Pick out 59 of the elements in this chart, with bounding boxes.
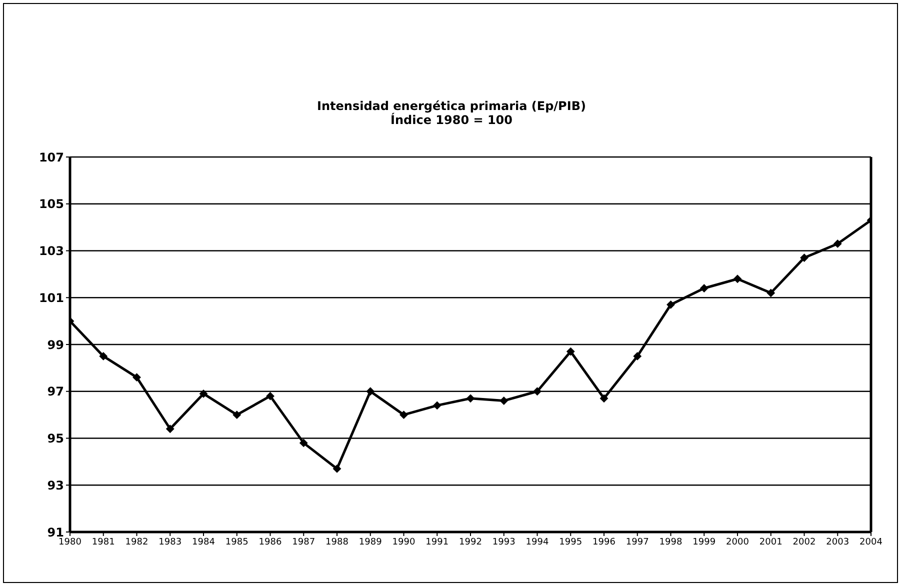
x-tick-label: 1984	[192, 537, 216, 548]
x-tick-label: 1995	[559, 537, 582, 548]
point	[600, 394, 608, 402]
x-tick-label: 1989	[358, 537, 382, 548]
y-tick-label: 97	[47, 384, 64, 399]
y-tick-label: 91	[47, 525, 64, 540]
x-tick-label: 1988	[326, 537, 349, 548]
x-tick-label: 2004	[860, 537, 883, 548]
y-tick-label: 93	[47, 478, 64, 492]
y-tick-label: 105	[38, 197, 64, 212]
x-tick-label: 1981	[92, 537, 115, 548]
x-tick-label: 1999	[692, 537, 716, 548]
point	[700, 284, 708, 292]
point	[666, 300, 675, 309]
point	[633, 352, 642, 360]
x-tick-label: 1980	[58, 537, 82, 548]
point	[834, 240, 842, 248]
point	[734, 274, 742, 283]
x-tick-label: 2003	[826, 537, 850, 548]
point	[200, 390, 208, 398]
y-tick-label: 103	[38, 244, 64, 258]
point	[433, 401, 442, 410]
point	[800, 254, 808, 262]
x-tick-label: 1987	[292, 537, 316, 548]
x-tick-label: 1992	[459, 537, 482, 548]
point	[533, 387, 542, 396]
x-tick-label: 1997	[626, 537, 649, 548]
point	[300, 438, 308, 447]
x-tick-label: 1982	[125, 537, 148, 548]
x-tick-label: 1998	[659, 537, 682, 548]
point	[166, 424, 174, 433]
x-tick-label: 2001	[759, 537, 782, 548]
x-tick-label: 1986	[258, 537, 282, 548]
point	[566, 348, 575, 356]
point	[266, 392, 274, 400]
point	[366, 387, 374, 396]
point	[466, 394, 474, 402]
y-tick-label: 95	[47, 432, 64, 446]
x-tick-label: 1983	[158, 537, 182, 548]
x-tick-label: 1996	[592, 537, 616, 548]
point	[99, 352, 108, 360]
point	[333, 464, 341, 473]
point	[766, 288, 775, 297]
point	[232, 410, 241, 419]
x-tick-label: 1994	[526, 537, 549, 548]
y-tick-label: 107	[38, 150, 64, 164]
chart-subtitle: Índice 1980 = 100	[390, 113, 514, 127]
x-tick-label: 1990	[392, 537, 416, 548]
y-tick-label: 101	[38, 290, 64, 305]
x-tick-label: 2002	[792, 537, 816, 548]
point	[500, 396, 508, 405]
x-tick-label: 1993	[492, 537, 516, 548]
x-tick-label: 2000	[726, 537, 750, 548]
chart-title: Intensidad energética primaria (Ep/PIB)	[316, 99, 587, 113]
point	[400, 410, 408, 419]
x-tick-label: 1991	[426, 537, 449, 548]
point	[132, 373, 141, 382]
y-tick-label: 99	[47, 338, 64, 352]
x-tick-label: 1985	[225, 537, 248, 548]
